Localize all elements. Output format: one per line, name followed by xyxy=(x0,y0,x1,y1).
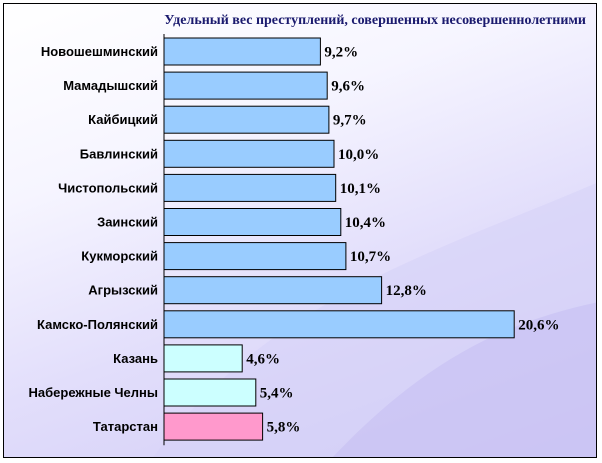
category-label: Мамадышский xyxy=(63,78,158,93)
bar-chart: Новошешминский 9,2% Мамадышский 9,6% Кайбицк… xyxy=(29,34,559,446)
bar-8 xyxy=(163,310,515,339)
bar-11 xyxy=(163,412,264,441)
value-label: 9,2% xyxy=(324,45,358,61)
value-label: 20,6% xyxy=(518,317,559,333)
value-label: 4,6% xyxy=(246,351,280,367)
bar-3 xyxy=(163,139,335,168)
bar-9 xyxy=(163,344,243,373)
value-label: 10,0% xyxy=(338,147,379,163)
bar-1 xyxy=(163,71,328,100)
bar-0 xyxy=(163,37,321,66)
bar-4 xyxy=(163,173,337,202)
value-label: 5,8% xyxy=(267,420,301,436)
category-label: Чистопольский xyxy=(58,180,158,195)
category-label: Агрызский xyxy=(88,283,158,298)
category-label: Набережные Челны xyxy=(29,385,158,400)
category-label: Кукморский xyxy=(81,249,158,264)
category-label: Новошешминский xyxy=(41,44,158,59)
chart-title: Удельный вес преступлений, совершенных н… xyxy=(164,13,586,28)
category-label: Заинский xyxy=(97,215,158,230)
chart-frame: Удельный вес преступлений, совершенных н… xyxy=(3,3,597,458)
category-label: Татарстан xyxy=(93,419,158,434)
value-label: 5,4% xyxy=(260,386,294,402)
bar-6 xyxy=(163,242,347,271)
value-label: 10,7% xyxy=(350,249,391,265)
category-label: Камско-Полянский xyxy=(37,317,158,332)
bar-5 xyxy=(163,208,342,236)
bar-7 xyxy=(163,276,383,305)
value-label: 12,8% xyxy=(386,283,427,299)
value-label: 10,1% xyxy=(340,181,381,197)
category-label: Кайбицкий xyxy=(88,112,158,127)
category-label: Казань xyxy=(113,351,158,366)
category-label: Бавлинский xyxy=(80,146,158,161)
bar-2 xyxy=(163,105,330,134)
bar-10 xyxy=(163,378,257,407)
value-label: 10,4% xyxy=(345,215,386,231)
value-label: 9,7% xyxy=(333,113,367,129)
value-label: 9,6% xyxy=(331,79,365,95)
